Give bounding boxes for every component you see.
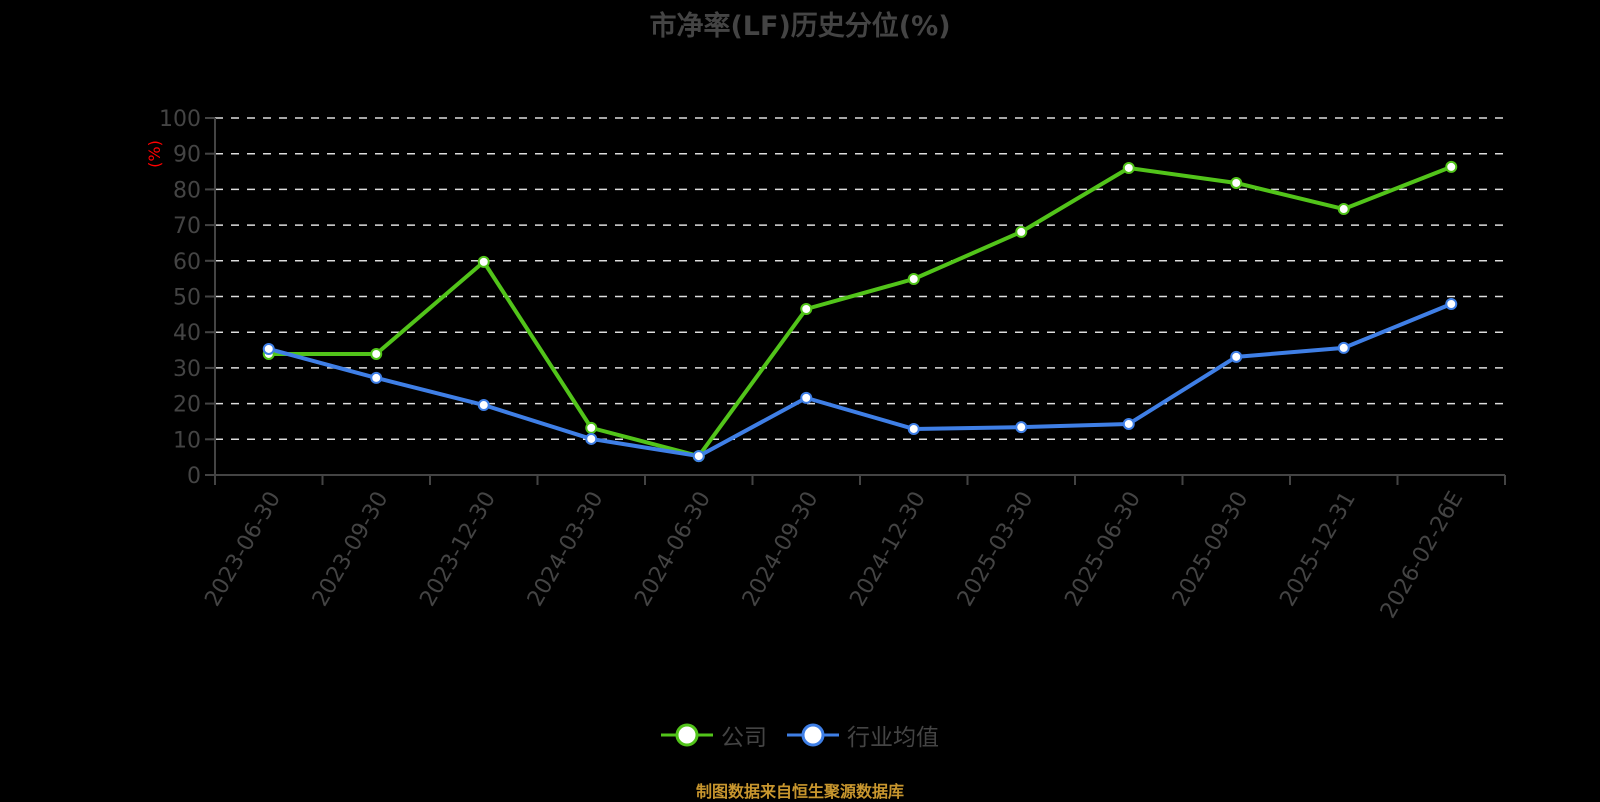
data-point[interactable] bbox=[1122, 417, 1135, 430]
data-point[interactable] bbox=[907, 273, 920, 286]
data-source-note: 制图数据来自恒生聚源数据库 bbox=[695, 782, 904, 801]
y-tick-label: 70 bbox=[173, 214, 201, 239]
data-point[interactable] bbox=[370, 371, 383, 384]
legend: 公司 行业均值 bbox=[0, 718, 1600, 752]
data-point[interactable] bbox=[585, 421, 598, 434]
data-point[interactable] bbox=[692, 450, 705, 463]
x-tick-label: 2025-09-30 bbox=[1168, 488, 1254, 611]
data-point[interactable] bbox=[1230, 176, 1243, 189]
data-point[interactable] bbox=[1445, 297, 1458, 310]
y-tick-label: 50 bbox=[173, 286, 201, 311]
data-point[interactable] bbox=[1445, 160, 1458, 173]
x-tick-label: 2025-06-30 bbox=[1060, 488, 1146, 611]
x-tick-label: 2024-12-30 bbox=[845, 488, 931, 611]
y-tick-label: 0 bbox=[187, 464, 201, 489]
x-tick-label: 2023-06-30 bbox=[200, 488, 286, 611]
chart-title: 市净率(LF)历史分位(%) bbox=[649, 11, 951, 42]
legend-company-marker-icon bbox=[661, 723, 713, 747]
data-point[interactable] bbox=[262, 342, 275, 355]
x-tick-label: 2024-09-30 bbox=[738, 488, 824, 611]
data-point[interactable] bbox=[1337, 341, 1350, 354]
x-tick-label: 2026-02-26E bbox=[1376, 488, 1469, 623]
x-tick-label: 2024-03-30 bbox=[523, 488, 609, 611]
legend-item-industry[interactable]: 行业均值 bbox=[787, 718, 939, 752]
legend-label-company: 公司 bbox=[721, 725, 767, 751]
x-tick-label: 2023-09-30 bbox=[308, 488, 394, 611]
data-point[interactable] bbox=[907, 422, 920, 435]
y-tick-label: 100 bbox=[159, 107, 201, 132]
y-tick-label: 20 bbox=[173, 393, 201, 418]
x-tick-label: 2023-12-30 bbox=[415, 488, 501, 611]
series-line-industry bbox=[268, 302, 1453, 459]
data-point[interactable] bbox=[1337, 203, 1350, 216]
y-tick-label: 10 bbox=[173, 428, 201, 453]
data-point[interactable] bbox=[1122, 161, 1135, 174]
legend-industry-marker-icon bbox=[787, 723, 839, 747]
x-tick-label: 2025-12-31 bbox=[1275, 488, 1361, 611]
data-point[interactable] bbox=[477, 399, 490, 412]
y-tick-label: 60 bbox=[173, 250, 201, 275]
data-point[interactable] bbox=[585, 432, 598, 445]
y-unit-label: (%) bbox=[145, 140, 164, 168]
y-tick-label: 80 bbox=[173, 178, 201, 203]
data-point[interactable] bbox=[1015, 225, 1028, 238]
data-point[interactable] bbox=[477, 255, 490, 268]
data-point[interactable] bbox=[370, 347, 383, 360]
legend-item-company[interactable]: 公司 bbox=[661, 718, 767, 752]
x-tick-label: 2025-03-30 bbox=[953, 488, 1039, 611]
data-point[interactable] bbox=[800, 391, 813, 404]
y-tick-label: 40 bbox=[173, 321, 201, 346]
x-tick-label: 2024-06-30 bbox=[630, 488, 716, 611]
y-tick-label: 90 bbox=[173, 143, 201, 168]
data-point[interactable] bbox=[800, 302, 813, 315]
legend-label-industry: 行业均值 bbox=[847, 725, 939, 751]
line-chart: 0 10 20 30 40 50 60 70 80 90 100 (%) 2023-06-30 2023-… bbox=[145, 107, 1506, 623]
series-line-company bbox=[268, 165, 1452, 459]
y-tick-label: 30 bbox=[173, 357, 201, 382]
data-point[interactable] bbox=[1015, 421, 1028, 434]
data-point[interactable] bbox=[1230, 350, 1243, 363]
